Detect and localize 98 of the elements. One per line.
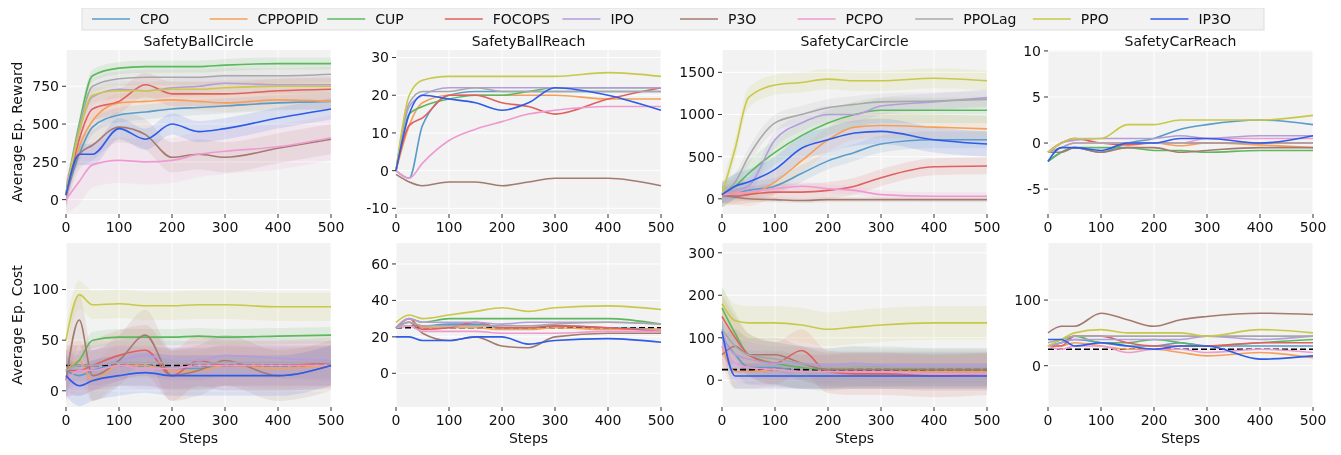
x-tick-label: 0 [717, 412, 727, 428]
x-tick-label: 100 [761, 219, 789, 235]
x-tick-label: 200 [814, 219, 842, 235]
x-tick-label: 500 [647, 412, 675, 428]
y-tick-label: 500 [32, 115, 59, 132]
chart-title: SafetyCarReach [1124, 33, 1237, 49]
x-tick-label: 300 [211, 412, 239, 428]
x-axis-title: Steps [508, 430, 549, 446]
legend-label: CPPOPID [257, 10, 319, 27]
legend-label: P3O [728, 10, 757, 27]
x-tick-label: 400 [264, 219, 292, 235]
y-tick-label: 5 [1032, 88, 1041, 105]
x-tick-label: 100 [105, 412, 133, 428]
y-tick-label: 60 [371, 255, 389, 272]
x-tick-label: 300 [867, 412, 895, 428]
x-tick-label: 0 [391, 412, 401, 428]
chart-title: SafetyCarCircle [800, 33, 909, 49]
x-tick-label: 400 [1246, 219, 1274, 235]
y-tick-label: 10 [1023, 42, 1041, 59]
y-tick-label: 1000 [679, 106, 715, 123]
x-tick-label: 0 [61, 219, 71, 235]
y-tick-label: 30 [371, 49, 389, 66]
x-tick-label: 400 [920, 412, 948, 428]
chart-title: SafetyBallReach [471, 33, 586, 49]
legend-label: PCPO [845, 10, 884, 27]
x-tick-label: 300 [541, 219, 569, 235]
y-tick-label: 100 [32, 281, 59, 298]
x-tick-label: 0 [717, 219, 727, 235]
x-tick-label: 200 [158, 412, 186, 428]
y-tick-label: 250 [32, 153, 59, 170]
x-tick-label: 400 [594, 412, 622, 428]
y-tick-label: 100 [688, 329, 715, 346]
y-tick-label: -10 [366, 200, 389, 217]
legend-label: FOCOPS [492, 10, 551, 27]
y-tick-label: 500 [688, 148, 715, 165]
legend-label: IP3O [1198, 10, 1231, 27]
y-tick-label: 0 [380, 162, 389, 179]
x-tick-label: 400 [920, 219, 948, 235]
x-axis-title: Steps [834, 430, 875, 446]
x-tick-label: 300 [541, 412, 569, 428]
x-tick-label: 200 [488, 219, 516, 235]
y-tick-label: 300 [688, 244, 715, 261]
y-tick-label: 40 [371, 292, 389, 309]
x-axis-title: Steps [178, 430, 219, 446]
x-tick-label: 500 [973, 219, 1001, 235]
x-tick-label: 100 [761, 412, 789, 428]
y-tick-label: 20 [371, 87, 389, 104]
x-tick-label: 300 [1193, 412, 1221, 428]
y-tick-label: 20 [371, 328, 389, 345]
x-tick-label: 300 [1193, 219, 1221, 235]
y-axis-title: Average Ep. Cost [9, 264, 25, 385]
y-tick-label: 0 [1032, 357, 1041, 374]
x-tick-label: 300 [211, 219, 239, 235]
y-axis-title: Average Ep. Reward [9, 61, 25, 203]
x-tick-label: 100 [105, 219, 133, 235]
x-tick-label: 200 [1140, 219, 1168, 235]
x-tick-label: 300 [867, 219, 895, 235]
y-tick-label: 0 [50, 382, 59, 399]
x-tick-label: 400 [1246, 412, 1274, 428]
x-tick-label: 0 [1043, 412, 1053, 428]
x-tick-label: 0 [61, 412, 71, 428]
chart-title: SafetyBallCircle [143, 33, 254, 49]
y-tick-label: 0 [380, 365, 389, 382]
x-tick-label: 200 [1140, 412, 1168, 428]
y-tick-label: 10 [371, 124, 389, 141]
y-tick-label: 200 [688, 287, 715, 304]
legend-label: CUP [375, 10, 404, 27]
legend-label: IPO [610, 10, 634, 27]
x-tick-label: 400 [594, 219, 622, 235]
y-tick-label: 0 [706, 190, 715, 207]
x-tick-label: 100 [435, 412, 463, 428]
x-tick-label: 500 [973, 412, 1001, 428]
x-tick-label: 500 [317, 412, 345, 428]
y-tick-label: 100 [1014, 291, 1041, 308]
x-tick-label: 200 [814, 412, 842, 428]
x-tick-label: 500 [1299, 412, 1327, 428]
x-tick-label: 100 [1087, 219, 1115, 235]
x-tick-label: 500 [317, 219, 345, 235]
x-tick-label: 100 [435, 219, 463, 235]
x-tick-label: 100 [1087, 412, 1115, 428]
y-tick-label: -5 [1027, 181, 1041, 198]
x-axis-title: Steps [1160, 430, 1201, 446]
legend-label: PPO [1080, 10, 1109, 27]
x-tick-label: 200 [488, 412, 516, 428]
y-tick-label: 0 [1032, 134, 1041, 151]
x-tick-label: 500 [1299, 219, 1327, 235]
y-tick-label: 1500 [679, 64, 715, 81]
x-tick-label: 400 [264, 412, 292, 428]
y-tick-label: 750 [32, 78, 59, 95]
x-tick-label: 500 [647, 219, 675, 235]
legend-label: PPOLag [963, 10, 1017, 27]
x-tick-label: 0 [1043, 219, 1053, 235]
y-tick-label: 0 [50, 191, 59, 208]
x-tick-label: 0 [391, 219, 401, 235]
legend-label: CPO [140, 10, 170, 27]
y-tick-label: 50 [41, 332, 59, 349]
y-tick-label: 0 [706, 372, 715, 389]
x-tick-label: 200 [158, 219, 186, 235]
